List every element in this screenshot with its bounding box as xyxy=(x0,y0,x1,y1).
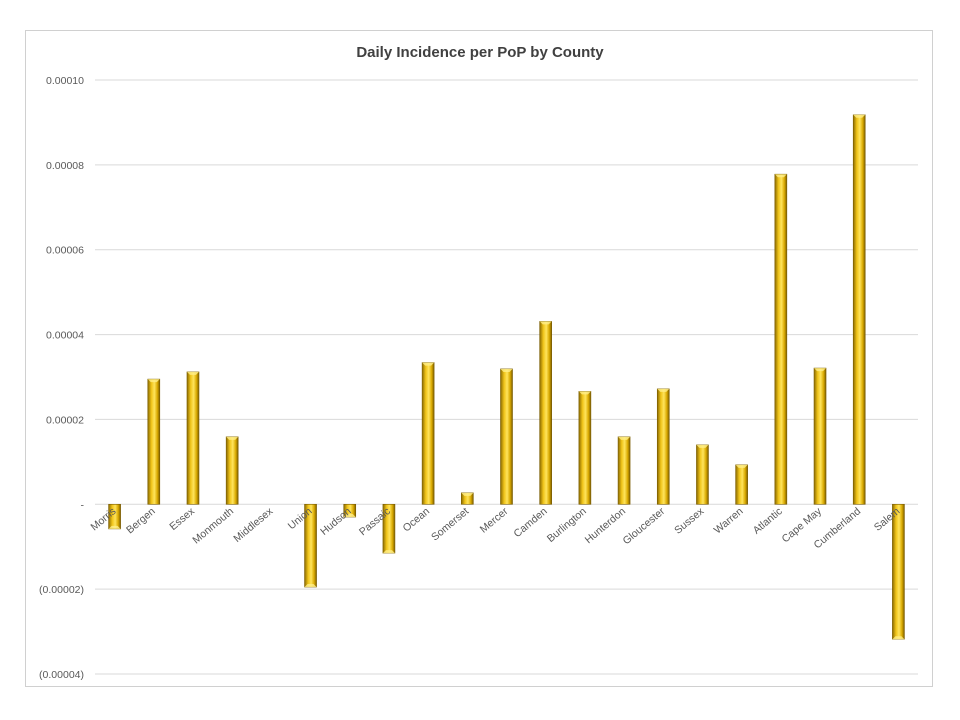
bar-cap xyxy=(186,371,199,375)
x-tick-label: Gloucester xyxy=(621,505,668,547)
bar-cap xyxy=(578,391,591,395)
x-tick-label: Essex xyxy=(167,505,197,533)
bar-cap xyxy=(461,492,474,496)
bar xyxy=(539,321,552,505)
y-tick-label: - xyxy=(81,499,85,511)
x-tick-label: Sussex xyxy=(672,505,707,537)
chart-title: Daily Incidence per PoP by County xyxy=(356,44,604,61)
y-tick-label: 0.00004 xyxy=(46,330,84,342)
bar xyxy=(421,362,435,505)
x-tick-label: Middlesex xyxy=(231,505,275,545)
x-tick-label: Somerset xyxy=(429,505,471,543)
bar-cap xyxy=(853,114,866,118)
bar-cap xyxy=(892,636,905,640)
bar-cap xyxy=(774,174,787,178)
bar xyxy=(656,388,670,505)
x-tick-label: Hudson xyxy=(318,505,354,538)
bar xyxy=(225,436,239,505)
bar-cap xyxy=(422,362,435,366)
bar xyxy=(578,391,592,505)
x-tick-label: Ocean xyxy=(401,505,433,534)
y-tick-label: (0.00002) xyxy=(39,584,84,596)
x-tick-label: Monmouth xyxy=(190,505,236,546)
bar-cap xyxy=(814,368,827,372)
y-tick-label: 0.00010 xyxy=(46,75,84,87)
bar xyxy=(696,444,709,505)
bar-cap xyxy=(147,379,160,383)
bar xyxy=(735,464,748,505)
bar-cap xyxy=(696,444,709,448)
bar xyxy=(813,367,827,505)
x-tick-label: Burlington xyxy=(545,505,589,545)
x-tick-label: Atlantic xyxy=(751,505,785,536)
bar-cap xyxy=(108,525,121,529)
bar-cap xyxy=(735,464,748,468)
y-tick-label: 0.00006 xyxy=(46,245,84,257)
bar-cap xyxy=(618,436,631,440)
bar xyxy=(617,436,631,505)
bar xyxy=(852,114,866,505)
bar xyxy=(186,371,200,505)
bar-cap xyxy=(343,514,356,518)
x-tick-label: Mercer xyxy=(478,505,511,536)
bar xyxy=(500,368,513,505)
y-tick-label: 0.00002 xyxy=(46,414,84,426)
bar-cap xyxy=(500,368,513,372)
x-tick-label: Camden xyxy=(511,505,549,540)
bar-cap xyxy=(657,388,670,392)
bar-cap xyxy=(382,550,395,554)
x-tick-label: Bergen xyxy=(124,505,158,536)
bar-cap xyxy=(226,436,239,440)
bar xyxy=(774,173,788,505)
y-tick-label: (0.00004) xyxy=(39,669,84,681)
bar xyxy=(147,378,161,505)
bar xyxy=(892,503,905,640)
bar-cap xyxy=(539,321,552,325)
y-tick-label: 0.00008 xyxy=(46,160,84,172)
bar-cap xyxy=(304,584,317,588)
x-tick-label: Warren xyxy=(712,505,746,536)
